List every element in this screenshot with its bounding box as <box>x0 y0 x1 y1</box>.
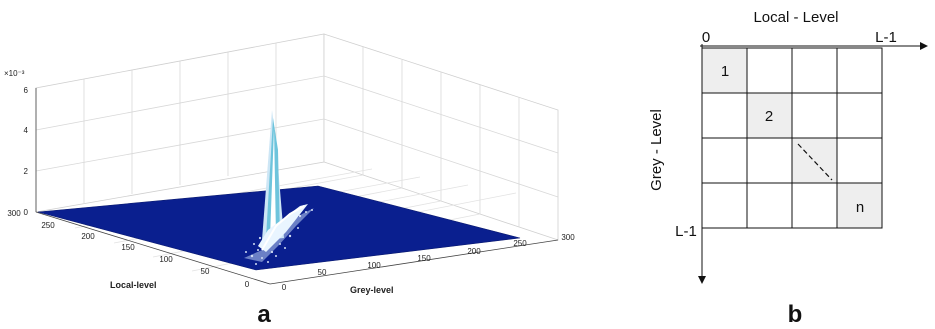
panel-a-z-ticks: ×10⁻³ 0 2 4 6 <box>4 69 29 217</box>
cell-2 <box>747 93 792 138</box>
panel-a-left-axis-ticks: 0 50 100 150 200 250 300 <box>7 209 249 289</box>
right-axis-tick: 200 <box>467 247 481 256</box>
origin-label: 0 <box>702 29 710 46</box>
cell-n-label: n <box>856 199 864 216</box>
top-axis-label: Local - Level <box>753 9 838 26</box>
right-axis-tick: 150 <box>417 254 431 263</box>
diagonal-dash <box>797 143 833 181</box>
panel-a-right-axis-ticks: 0 50 100 150 200 250 300 <box>282 233 575 292</box>
z-tick: 2 <box>24 167 29 176</box>
left-axis-tick: 300 <box>7 209 21 218</box>
left-axis-label: Local-level <box>110 280 157 290</box>
panel-a-floor-axes <box>35 88 559 285</box>
left-axis-tick: 250 <box>41 221 55 230</box>
cell-2-label: 2 <box>765 108 773 125</box>
z-tick: 6 <box>24 86 29 95</box>
right-axis-label: Grey-level <box>350 285 394 295</box>
right-axis-tick: 250 <box>513 239 527 248</box>
panel-a-surface-plot: ×10⁻³ 0 2 4 6 0 50 100 150 200 250 300 L… <box>4 33 575 328</box>
z-tick: 4 <box>24 126 29 135</box>
z-exponent: ×10⁻³ <box>4 69 25 78</box>
left-axis-tick: 200 <box>81 232 95 241</box>
right-axis-tick: 100 <box>367 261 381 270</box>
left-axis-tick: 100 <box>159 255 173 264</box>
panel-b-grid-diagram: 1 2 n Local - Level 0 L-1 L-1 Grey - Lev… <box>648 9 928 328</box>
side-axis-label: Grey - Level <box>648 109 665 191</box>
left-axis-tick: 150 <box>121 243 135 252</box>
top-axis-arrowhead <box>920 42 928 50</box>
z-tick: 0 <box>24 208 29 217</box>
side-axis-end-label: L-1 <box>675 223 697 240</box>
panel-a-letter: a <box>257 301 271 328</box>
top-axis-end-label: L-1 <box>875 29 897 46</box>
cell-1-label: 1 <box>721 63 729 80</box>
panel-a-spike <box>258 110 308 252</box>
right-axis-tick: 0 <box>282 283 287 292</box>
side-axis-arrowhead <box>698 276 706 284</box>
panel-b-letter: b <box>788 301 803 328</box>
cell-1 <box>702 48 747 93</box>
right-axis-tick: 50 <box>318 268 327 277</box>
left-axis-tick: 50 <box>201 267 210 276</box>
cell-n <box>837 183 882 228</box>
left-axis-tick: 0 <box>245 280 250 289</box>
panel-b-grid-lines <box>701 47 883 229</box>
right-axis-tick: 300 <box>561 233 575 242</box>
